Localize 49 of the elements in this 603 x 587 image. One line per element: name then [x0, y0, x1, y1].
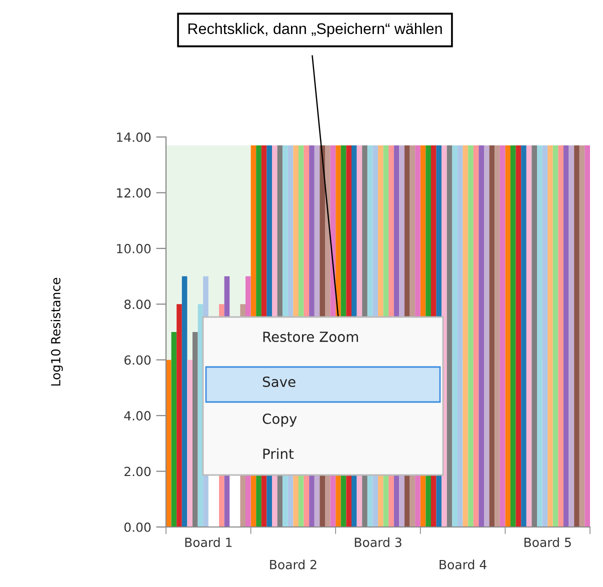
bar	[468, 145, 474, 527]
annotation: Copy	[262, 414, 297, 427]
y-tick-label: 4.00	[124, 411, 151, 420]
bar	[171, 332, 177, 527]
bar	[489, 145, 495, 527]
x-tick-label: Board 1	[185, 537, 232, 548]
bar	[510, 145, 516, 527]
bar	[558, 145, 564, 527]
y-tick-label: 12.00	[117, 188, 151, 198]
y-tick-label: 14.00	[117, 132, 151, 142]
bar	[484, 145, 490, 527]
bar	[564, 145, 569, 527]
bar	[526, 145, 532, 527]
x-tick-label: Board 2	[270, 560, 316, 570]
bar	[505, 145, 510, 527]
y-tick-label: 10.00	[117, 244, 151, 254]
text: Rechtsklick, dann „Speichern“ wählen	[188, 22, 442, 38]
bar	[462, 145, 468, 527]
y-tick-label: 8.00	[124, 300, 151, 310]
bar	[458, 145, 463, 527]
annotation: Print	[263, 448, 294, 459]
bar	[478, 145, 484, 527]
bar	[500, 145, 506, 527]
x-tick-label: Board 3	[354, 537, 402, 548]
y-tick-label: 2.00	[124, 466, 151, 476]
bar	[494, 145, 500, 527]
bar	[579, 145, 585, 527]
bar	[521, 145, 526, 527]
x-tick-label: Board 4	[440, 560, 486, 570]
bar	[537, 145, 542, 527]
y-axis-title: Log10 Resistance	[50, 278, 63, 386]
x-tick-label: Board 5	[524, 537, 571, 548]
annotation: Restore Zoom	[263, 332, 358, 342]
bar	[187, 360, 192, 527]
bar	[473, 145, 479, 527]
bar	[568, 145, 574, 527]
bar	[574, 145, 580, 527]
annotation: Save	[262, 376, 296, 388]
bar	[584, 145, 590, 527]
y-tick-label: 6.00	[124, 355, 151, 365]
bar	[176, 304, 182, 527]
bar	[542, 145, 548, 527]
bar	[552, 145, 558, 527]
bar	[548, 145, 553, 527]
bar	[452, 145, 458, 527]
bar	[516, 145, 522, 527]
bar	[166, 360, 172, 527]
y-tick-label: 0.00	[124, 522, 151, 532]
bar	[182, 276, 188, 527]
